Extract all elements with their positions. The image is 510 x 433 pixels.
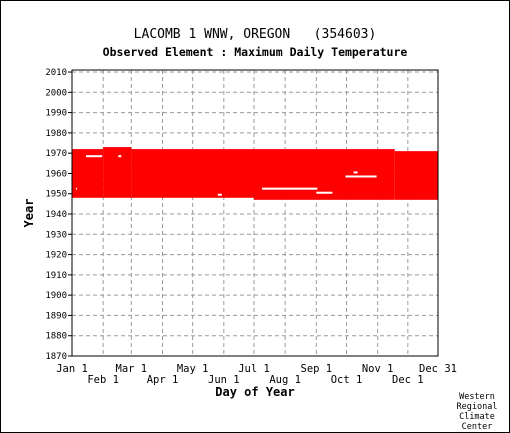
y-tick-label-0: 2010 xyxy=(45,68,67,78)
missing-gap-3 xyxy=(316,191,333,194)
coverage-block-3 xyxy=(253,149,395,200)
y-tick-label-7: 1940 xyxy=(45,210,67,220)
coverage-block-2 xyxy=(131,149,254,198)
missing-gap-2 xyxy=(262,187,318,190)
y-tick-labels: 2010 2000 1990 1980 1970 1960 1950 1940 1930 1920… xyxy=(45,68,67,362)
x-tick-label-upper-4: Sep 1 xyxy=(301,363,333,375)
credit-line-3: Climate xyxy=(459,412,495,422)
credit-line-4: Center xyxy=(462,422,493,432)
credit-line-1: Western xyxy=(459,392,495,402)
y-tick-label-1: 2000 xyxy=(45,88,67,98)
credit-line-2: Regional xyxy=(457,402,498,412)
y-tick-label-6: 1950 xyxy=(45,190,67,200)
y-tick-label-9: 1920 xyxy=(45,251,67,261)
missing-gap-4 xyxy=(345,175,377,178)
x-tick-label-lower-4: Oct 1 xyxy=(331,374,363,386)
x-tick-label-upper-6: Dec 31 xyxy=(419,363,457,375)
missing-gap-7 xyxy=(76,187,78,190)
chart-title: LACOMB 1 WNW, OREGON (354603) xyxy=(134,27,377,42)
y-tick-label-8: 1930 xyxy=(45,230,67,240)
x-tick-label-upper-3: Jul 1 xyxy=(238,363,270,375)
x-tick-label-upper-2: May 1 xyxy=(177,363,209,375)
missing-gap-5 xyxy=(353,171,358,174)
data-marks xyxy=(72,147,438,200)
x-tick-label-lower-2: Jun 1 xyxy=(208,374,240,386)
missing-gap-6 xyxy=(217,193,222,196)
y-tick-label-10: 1910 xyxy=(45,271,67,281)
credit-block: Western Regional Climate Center xyxy=(457,392,498,432)
y-tick-label-3: 1980 xyxy=(45,129,67,139)
x-tick-label-lower-3: Aug 1 xyxy=(269,374,301,386)
x-tick-labels: Jan 1 Mar 1 May 1 Jul 1 Sep 1 Nov 1 Dec 31 Feb … xyxy=(56,363,457,386)
y-tick-label-2: 1990 xyxy=(45,109,67,119)
y-tick-label-11: 1900 xyxy=(45,291,67,301)
x-tick-label-lower-5: Dec 1 xyxy=(392,374,424,386)
y-tick-label-12: 1890 xyxy=(45,311,67,321)
y-tick-label-5: 1960 xyxy=(45,169,67,179)
missing-gap-0 xyxy=(86,155,103,158)
x-tick-label-upper-0: Jan 1 xyxy=(56,363,88,375)
plot-background xyxy=(72,70,438,356)
x-tick-label-upper-5: Nov 1 xyxy=(362,363,394,375)
plot-border xyxy=(71,69,439,357)
y-axis-label: Year xyxy=(22,199,36,228)
x-tick-label-upper-1: Mar 1 xyxy=(116,363,148,375)
y-tick-label-4: 1970 xyxy=(45,149,67,159)
coverage-block-4 xyxy=(394,151,438,200)
coverage-block-0 xyxy=(72,149,104,198)
coverage-block-1 xyxy=(103,147,132,198)
x-tick-label-lower-1: Apr 1 xyxy=(147,374,179,386)
y-tick-label-14: 1870 xyxy=(45,352,67,362)
chart-subtitle: Observed Element : Maximum Daily Tempera… xyxy=(103,45,408,59)
x-tick-label-lower-0: Feb 1 xyxy=(87,374,119,386)
y-tick-label-13: 1880 xyxy=(45,332,67,342)
missing-gap-1 xyxy=(118,155,122,158)
x-axis-label: Day of Year xyxy=(215,385,294,399)
